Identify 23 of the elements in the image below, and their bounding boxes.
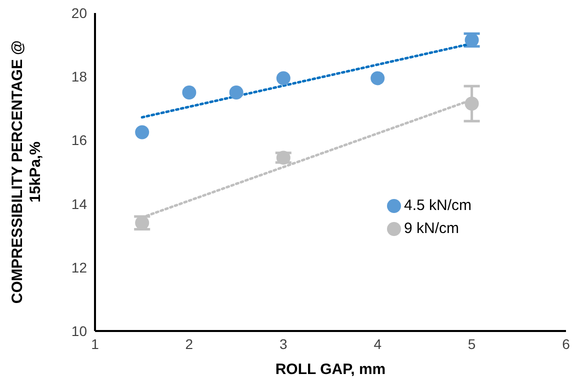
x-tick-label: 2 [185, 336, 194, 352]
point [370, 71, 385, 86]
y-tick-label: 18 [71, 68, 88, 85]
y-tick-label: 20 [71, 4, 88, 21]
legend-label: 9 kN/cm [404, 220, 460, 237]
x-axis-title: ROLL GAP, mm [275, 361, 386, 378]
y-tick-label: 12 [71, 259, 88, 276]
point [276, 71, 290, 86]
y-tick-label: 10 [71, 322, 88, 339]
y-tick-label: 14 [71, 196, 88, 212]
x-tick-label: 4 [374, 336, 382, 352]
x-tick-label: 6 [562, 336, 570, 352]
point [464, 96, 479, 111]
point [135, 125, 150, 140]
legend-label: 4.5 kN/cm [404, 197, 472, 214]
point [229, 86, 244, 100]
y-axis-title: COMPRESSIBILITY PERCENTAGE @ 15kPa,% [9, 40, 44, 304]
x-tick-label: 1 [91, 336, 100, 352]
x-tick-label: 5 [468, 336, 476, 352]
x-tick-label: 3 [280, 336, 288, 352]
y-tick-label: 16 [71, 132, 88, 148]
point [182, 86, 196, 100]
point [276, 150, 290, 165]
